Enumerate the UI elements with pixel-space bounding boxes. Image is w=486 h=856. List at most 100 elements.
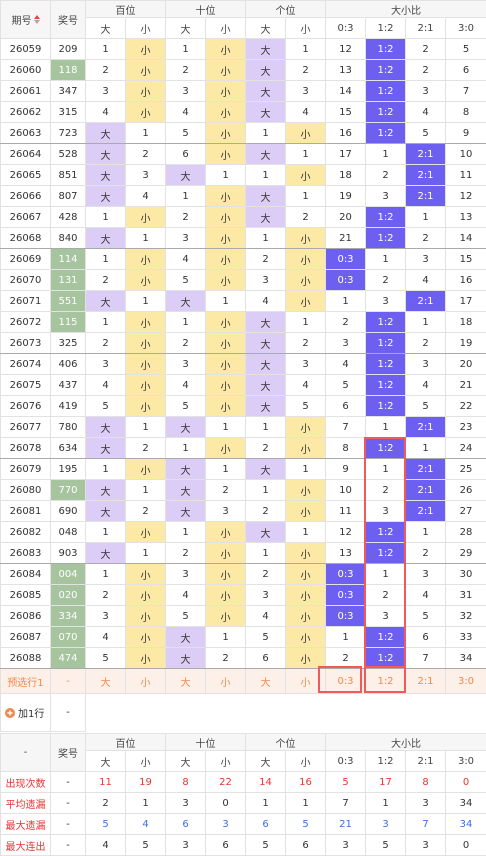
cell: 4 <box>406 585 446 606</box>
preview-cell[interactable]: 大 <box>86 669 126 694</box>
add-icon[interactable] <box>5 708 15 718</box>
cell: 2 <box>246 564 286 585</box>
cell: 小 <box>126 648 166 669</box>
cell: 3 <box>246 585 286 606</box>
cell: 21 <box>326 228 366 249</box>
cell: 4 <box>246 291 286 312</box>
cell: 小 <box>126 39 166 60</box>
preview-cell[interactable]: 大 <box>166 669 206 694</box>
cell: 大 <box>86 186 126 207</box>
stat-cell: 14 <box>246 772 286 793</box>
number: 634 <box>51 438 86 459</box>
period: 26084 <box>1 564 51 585</box>
cell: 1 <box>86 312 126 333</box>
stat-label: 最大遗漏 <box>1 814 51 835</box>
number: 195 <box>51 459 86 480</box>
period: 26074 <box>1 354 51 375</box>
group-header: 百位 <box>86 734 166 751</box>
cell: 1 <box>286 39 326 60</box>
number: 428 <box>51 207 86 228</box>
cell: 大 <box>246 102 286 123</box>
number: 315 <box>51 102 86 123</box>
number: 347 <box>51 81 86 102</box>
cell: 小 <box>286 249 326 270</box>
preview-cell[interactable]: 小 <box>126 669 166 694</box>
cell: 3 <box>166 81 206 102</box>
cell: 5 <box>86 648 126 669</box>
cell: 20 <box>446 354 486 375</box>
stat-cell: 34 <box>446 814 486 835</box>
group-header: 大小比 <box>326 1 486 18</box>
cell: 1 <box>86 459 126 480</box>
cell: 21 <box>446 375 486 396</box>
cell: 1 <box>206 627 246 648</box>
cell: 小 <box>206 396 246 417</box>
cell: 1:2 <box>366 396 406 417</box>
number: 131 <box>51 270 86 291</box>
sub-header: 2:1 <box>406 751 446 772</box>
preview-cell[interactable]: 小 <box>206 669 246 694</box>
cell: 2 <box>406 39 446 60</box>
cell: 小 <box>206 123 246 144</box>
period: 26067 <box>1 207 51 228</box>
cell: 14 <box>326 81 366 102</box>
preview-cell[interactable]: 2:1 <box>406 669 446 694</box>
cell: 2 <box>406 60 446 81</box>
add-row-button[interactable]: 加1行 <box>1 694 51 732</box>
period: 26069 <box>1 249 51 270</box>
sort-icon[interactable] <box>32 16 40 27</box>
cell: 29 <box>446 543 486 564</box>
stat-cell: 3 <box>406 835 446 856</box>
preview-number: - <box>51 669 86 694</box>
cell: 3 <box>166 354 206 375</box>
cell: 2 <box>326 312 366 333</box>
stat-number: - <box>51 835 86 856</box>
cell: 4 <box>166 585 206 606</box>
cell: 16 <box>326 123 366 144</box>
cell: 0:3 <box>326 249 366 270</box>
stat-cell: 1 <box>366 793 406 814</box>
cell: 7 <box>326 417 366 438</box>
cell: 小 <box>286 564 326 585</box>
cell: 大 <box>86 480 126 501</box>
cell: 12 <box>326 39 366 60</box>
cell: 1 <box>166 186 206 207</box>
sub-header: 小 <box>206 18 246 39</box>
cell: 2:1 <box>406 186 446 207</box>
cell: 2 <box>286 333 326 354</box>
cell: 1:2 <box>366 375 406 396</box>
cell: 12 <box>326 522 366 543</box>
cell: 1 <box>86 249 126 270</box>
cell: 2 <box>86 270 126 291</box>
cell: 1 <box>166 438 206 459</box>
highlight-box <box>364 437 406 668</box>
stat-cell: 5 <box>326 772 366 793</box>
number: 690 <box>51 501 86 522</box>
cell: 小 <box>286 228 326 249</box>
cell: 大 <box>86 291 126 312</box>
cell: 5 <box>286 396 326 417</box>
sort-arrows[interactable] <box>34 15 40 24</box>
cell: 1 <box>86 522 126 543</box>
cell: 19 <box>446 333 486 354</box>
period: 26068 <box>1 228 51 249</box>
cell: 8 <box>326 438 366 459</box>
preview-cell[interactable]: 大 <box>246 669 286 694</box>
stat-cell: 1 <box>246 793 286 814</box>
cell: 3 <box>366 186 406 207</box>
cell: 1:2 <box>366 81 406 102</box>
cell: 小 <box>126 249 166 270</box>
cell: 15 <box>326 102 366 123</box>
cell: 大 <box>246 333 286 354</box>
cell: 大 <box>246 312 286 333</box>
preview-cell[interactable]: 3:0 <box>446 669 486 694</box>
